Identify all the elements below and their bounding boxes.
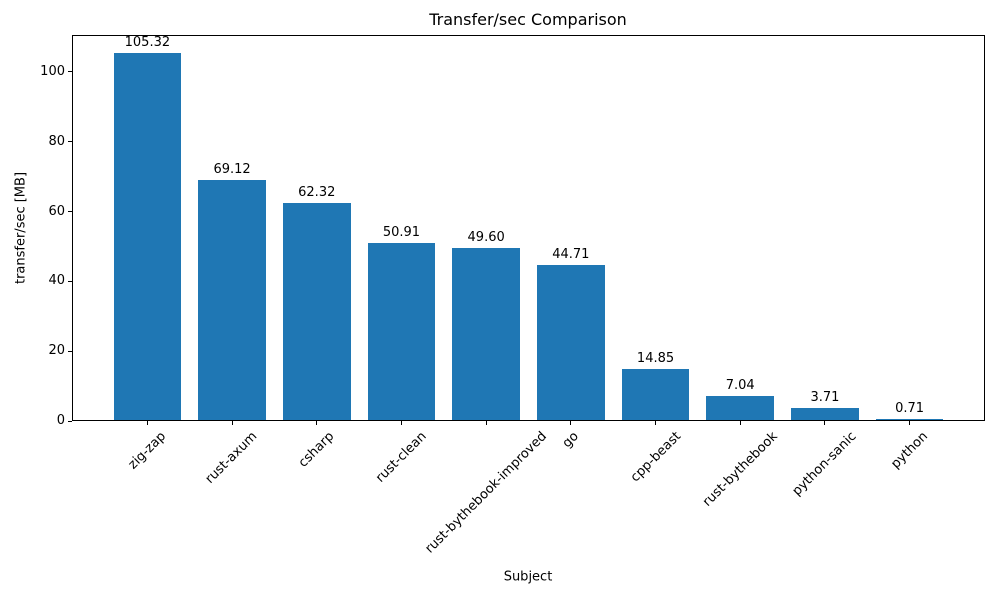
y-tick-label: 0 xyxy=(56,413,65,428)
x-tick-mark xyxy=(655,421,657,425)
x-tick-label: rust-axum xyxy=(202,429,261,487)
bar xyxy=(282,203,351,420)
x-tick-label: rust-clean xyxy=(372,429,430,486)
bar xyxy=(113,53,182,420)
y-tick-mark xyxy=(68,280,72,282)
bar-value-label: 7.04 xyxy=(725,378,755,394)
y-tick-label: 40 xyxy=(48,273,65,289)
x-tick-mark xyxy=(824,421,826,425)
bar-value-label: 69.12 xyxy=(213,161,251,177)
bar xyxy=(791,408,859,420)
y-tick-label: 80 xyxy=(48,133,65,149)
bar-value-label: 0.71 xyxy=(895,400,925,416)
bar-value-label: 62.32 xyxy=(298,185,336,201)
x-tick-mark xyxy=(570,421,572,425)
bar-value-label: 14.85 xyxy=(636,351,675,367)
bar-value-label: 3.71 xyxy=(810,390,840,406)
y-tick-mark xyxy=(68,350,72,352)
y-tick-label: 20 xyxy=(48,343,65,359)
bar-value-label: 49.60 xyxy=(467,229,505,245)
bar xyxy=(198,179,266,420)
y-tick-mark xyxy=(68,71,72,73)
x-tick-label: rust-bythebook-improved xyxy=(422,429,550,557)
bar xyxy=(536,264,605,420)
chart-title: Transfer/sec Comparison xyxy=(429,10,627,29)
x-tick-label: zig-zap xyxy=(125,429,169,473)
y-tick-label: 100 xyxy=(40,63,65,79)
x-tick-label: rust-bythebook xyxy=(699,429,781,510)
bar-value-label: 105.32 xyxy=(124,35,171,51)
bar xyxy=(452,247,521,420)
x-tick-mark xyxy=(316,421,318,425)
bar xyxy=(621,369,690,420)
x-tick-mark xyxy=(231,421,233,425)
x-tick-label: go xyxy=(559,429,582,452)
x-tick-label: python-sanic xyxy=(789,429,860,499)
x-tick-label: csharp xyxy=(295,429,337,471)
y-tick-label: 60 xyxy=(48,203,65,219)
x-tick-label: python xyxy=(888,429,931,472)
bar xyxy=(367,243,436,420)
x-tick-mark xyxy=(909,421,911,425)
bar xyxy=(875,418,944,420)
bar-value-label: 44.71 xyxy=(552,246,590,262)
x-tick-mark xyxy=(146,421,148,425)
y-tick-mark xyxy=(68,211,72,213)
x-tick-mark xyxy=(400,421,402,425)
x-tick-label: cpp-beast xyxy=(627,429,684,486)
x-tick-mark xyxy=(485,421,487,425)
y-tick-mark xyxy=(68,141,72,143)
x-axis-title: Subject xyxy=(503,569,553,585)
y-axis-title: transfer/sec [MB] xyxy=(13,171,29,285)
bar xyxy=(706,396,775,420)
bar-value-label: 50.91 xyxy=(382,225,421,241)
y-tick-mark xyxy=(68,420,72,422)
x-tick-mark xyxy=(739,421,741,425)
